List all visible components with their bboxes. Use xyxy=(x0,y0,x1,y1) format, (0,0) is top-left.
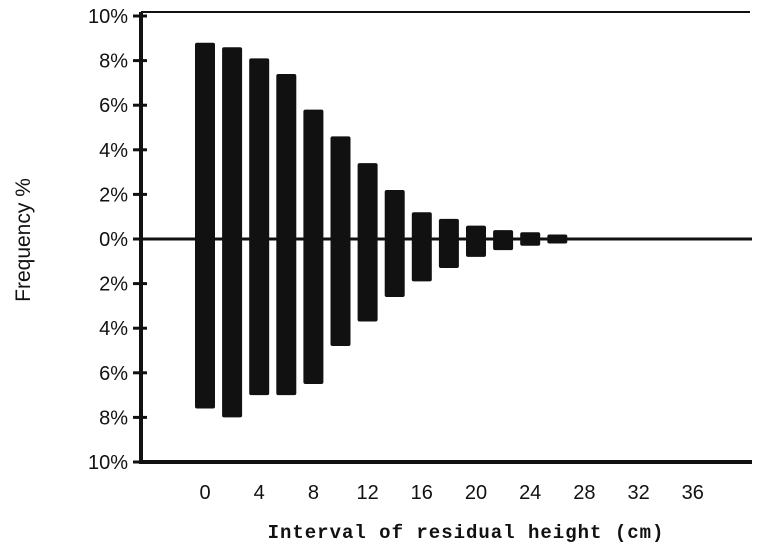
bar-upper xyxy=(411,212,432,239)
x-tick-label: 16 xyxy=(411,482,433,504)
y-tick-label: 2% xyxy=(99,274,128,296)
x-tick-label: 36 xyxy=(682,482,704,504)
y-tick-label: 4% xyxy=(99,140,128,162)
bar-lower xyxy=(493,239,514,251)
bar-upper xyxy=(466,225,486,239)
bar-lower xyxy=(222,239,243,418)
x-tick-label: 12 xyxy=(356,482,378,504)
bar-upper xyxy=(276,73,297,239)
x-tick-label: 32 xyxy=(627,482,649,504)
x-tick-label: 20 xyxy=(465,482,487,504)
x-tick-label: 24 xyxy=(519,482,541,504)
bar-upper xyxy=(384,189,405,239)
x-tick-label: 8 xyxy=(308,482,319,504)
y-tick-label: 0% xyxy=(99,229,128,251)
x-tick-label: 0 xyxy=(199,482,210,504)
bar-upper xyxy=(303,109,324,239)
y-tick-label: 8% xyxy=(99,407,128,429)
bar-lower xyxy=(438,239,459,268)
x-axis-ticks: 0 4 8 12 16 20 24 28 32 36 xyxy=(199,482,703,504)
y-axis-title: Frequency % xyxy=(12,178,35,302)
y-tick-label: 10% xyxy=(88,6,128,28)
bar-upper xyxy=(222,47,243,239)
y-tick-label: 6% xyxy=(99,363,128,385)
x-axis-title: Interval of residual height (cm) xyxy=(268,522,665,544)
bar-upper xyxy=(493,230,514,239)
bar-lower xyxy=(195,239,215,409)
y-axis-ticks: 10% 8% 6% 4% 2% 0% 2% 4% 6% 8% 10% xyxy=(88,6,147,474)
y-tick-label: 8% xyxy=(99,51,128,73)
bar-upper xyxy=(330,136,351,239)
bar-upper xyxy=(438,218,459,239)
bar-lower xyxy=(330,239,351,347)
y-tick-label: 10% xyxy=(88,452,128,474)
bar-lower xyxy=(357,239,378,322)
bar-lower xyxy=(520,239,541,246)
bar-lower xyxy=(249,239,270,396)
bar-upper xyxy=(195,42,215,240)
y-tick-label: 2% xyxy=(99,184,128,206)
bar-upper xyxy=(357,163,378,239)
bar-upper xyxy=(249,58,270,240)
bar-lower xyxy=(276,239,297,396)
bar-upper xyxy=(520,232,541,239)
y-tick-label: 6% xyxy=(99,95,128,117)
x-tick-label: 28 xyxy=(573,482,595,504)
bar-lower xyxy=(466,239,486,257)
x-tick-label: 4 xyxy=(254,482,265,504)
bar-lower xyxy=(411,239,432,282)
bars xyxy=(195,42,568,418)
bar-lower xyxy=(384,239,405,297)
bar-lower xyxy=(303,239,324,384)
y-tick-label: 4% xyxy=(99,318,128,340)
